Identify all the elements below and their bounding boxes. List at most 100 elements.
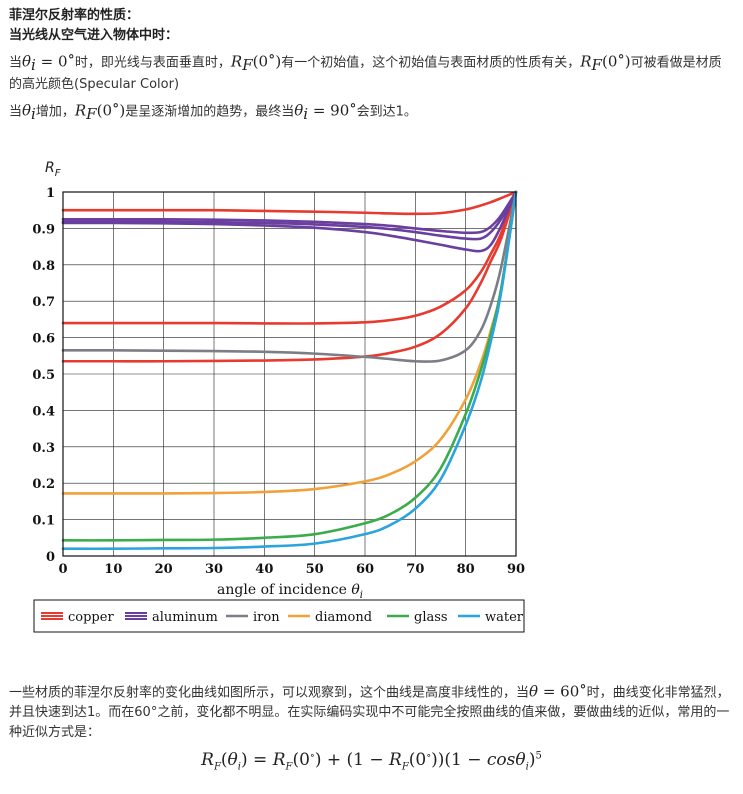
formula-R: R xyxy=(389,750,402,770)
intro-line2-c: 是呈逐渐增加的趋势，最终当 xyxy=(125,104,295,120)
series-lines xyxy=(61,190,518,551)
intro-line1-a: 当 xyxy=(9,55,23,71)
formula-arg: (0 xyxy=(408,750,427,770)
formula-R: R xyxy=(201,750,214,770)
formula-theta-sub: i xyxy=(525,761,529,773)
intro-section: 菲涅尔反射率的性质： 当光线从空气进入物体中时： 当θi = 0∘时，即光线与表… xyxy=(9,6,734,124)
intro-subtitle: 当光线从空气进入物体中时： xyxy=(9,28,179,43)
formula-arg: (0 xyxy=(292,750,310,770)
x-tick-label: 0 xyxy=(58,562,67,577)
fresnel-chart: RF 0 10 20 30 40 50 60 70 80 90 0 0.1 0.2 0.3 0.4 0.5 0.… xyxy=(32,160,525,633)
intro-line2-eq: = 90 xyxy=(308,101,350,120)
x-tick-label: 90 xyxy=(507,562,525,577)
series-line-copper xyxy=(61,190,518,325)
y-tick-label: 0.9 xyxy=(32,222,55,237)
degree-symbol: ∘ xyxy=(579,677,587,695)
theta-symbol: θ xyxy=(22,52,32,71)
series-line-iron xyxy=(61,190,518,363)
rf-symbol: R xyxy=(230,52,243,71)
grid xyxy=(62,191,517,557)
rf-degree: ∘ xyxy=(617,47,625,65)
intro-line2-a: 当 xyxy=(9,104,23,120)
x-tick-label: 20 xyxy=(155,562,173,577)
legend-label-aluminum: aluminum xyxy=(152,610,218,625)
theta-symbol: θ xyxy=(294,101,304,120)
formula-lhs-close: ) = xyxy=(241,750,273,770)
rf-close: ) xyxy=(624,52,631,71)
y-tick-label: 0 xyxy=(46,550,55,565)
rf-arg: (0 xyxy=(601,52,618,71)
intro-line-2: 当θi增加，RF(0∘)是呈逐渐增加的趋势，最终当θi = 90∘会到达1。 xyxy=(9,95,734,124)
formula-theta: θ xyxy=(227,750,238,770)
outro-text-a: 一些材质的菲涅尔反射率的变化曲线如图所示，可以观察到，这个曲线是高度非线性的，当 xyxy=(9,685,530,701)
intro-line1-b: 时，即光线与表面垂直时， xyxy=(74,55,231,71)
x-tick-label: 70 xyxy=(406,562,424,577)
series-line-copper xyxy=(61,190,518,216)
formula-theta: θ xyxy=(515,750,526,770)
series-line-aluminum xyxy=(61,190,518,235)
x-tick-label: 10 xyxy=(104,562,122,577)
rf-close: ) xyxy=(119,101,126,120)
theta-subscript: i xyxy=(303,104,309,123)
legend-label-iron: iron xyxy=(253,610,280,625)
series-line-aluminum xyxy=(61,190,518,241)
series-line-aluminum xyxy=(61,190,518,253)
legend-box xyxy=(33,599,525,633)
formula-r1-close: ) + (1 − xyxy=(314,750,389,770)
y-tick-label: 1 xyxy=(46,186,55,201)
rf-degree: ∘ xyxy=(268,47,276,65)
rf-arg: (0 xyxy=(96,101,112,120)
rf-subscript: F xyxy=(86,104,97,123)
outro-eq: = 60 xyxy=(538,682,580,701)
degree-symbol: ∘ xyxy=(349,95,357,114)
y-tick-label: 0.5 xyxy=(32,368,55,383)
tick-labels: 0 10 20 30 40 50 60 70 80 90 0 0.1 0.2 0.3 0.4 0.5 0.6 0.… xyxy=(32,186,525,577)
y-tick-label: 0.2 xyxy=(32,477,55,492)
x-tick-label: 60 xyxy=(356,562,374,577)
rf-degree: ∘ xyxy=(112,95,120,114)
legend-label-copper: copper xyxy=(68,610,114,625)
rf-symbol: R xyxy=(580,52,592,71)
y-tick-label: 0.8 xyxy=(32,259,55,274)
formula-deg: ∘ xyxy=(426,750,432,762)
rf-symbol: R xyxy=(74,101,87,120)
x-tick-label: 80 xyxy=(457,562,475,577)
x-tick-label: 40 xyxy=(255,562,273,577)
formula-sub: F xyxy=(401,761,409,773)
theta-symbol: θ xyxy=(529,682,539,701)
intro-line1-c: 有一个初始值，这个初始值与表面材质的性质有关， xyxy=(281,55,581,71)
schlick-formula: RF(θi) = RF(0∘) + (1 − RF(0∘))(1 − cosθi… xyxy=(0,750,743,772)
intro-title: 菲涅尔反射率的性质： xyxy=(9,8,140,23)
y-tick-label: 0.1 xyxy=(32,514,55,529)
outro-text-b: 时，曲线变化非常猛烈，并且快速到达1。而在60°之前，变化都不明显。在实际编码实… xyxy=(9,685,730,741)
formula-sub: F xyxy=(285,761,293,773)
outro-section: 一些材质的菲涅尔反射率的变化曲线如图所示，可以观察到，这个曲线是高度非线性的，当… xyxy=(9,676,734,743)
formula-exponent: 5 xyxy=(535,750,542,762)
series-line-copper xyxy=(61,190,518,363)
formula-r2-close: ))(1 − xyxy=(431,750,487,770)
formula-cos-close: ) xyxy=(528,750,536,770)
theta-subscript: i xyxy=(31,104,36,123)
rf-subscript: F xyxy=(591,55,602,74)
intro-line1-eq: = 0 xyxy=(35,52,68,71)
intro-line1-d: 可被看做是材质的高光颜色(Specular Color) xyxy=(9,55,722,92)
series-line-water xyxy=(61,190,518,551)
formula-open: ( xyxy=(220,750,228,770)
formula-deg: ∘ xyxy=(309,750,315,762)
y-tick-label: 0.6 xyxy=(32,332,55,347)
formula-R: R xyxy=(272,750,286,770)
legend: copper aluminum iron diamond glass water xyxy=(41,610,524,625)
y-axis-label: RF xyxy=(45,160,61,179)
y-tick-label: 0.4 xyxy=(32,404,55,419)
formula-sub: F xyxy=(213,761,221,773)
y-tick-label: 0.3 xyxy=(32,441,55,456)
series-line-glass xyxy=(61,190,518,542)
x-tick-label: 30 xyxy=(205,562,223,577)
x-axis-label: angle of incidence θi xyxy=(217,582,363,601)
y-tick-label: 0.7 xyxy=(32,295,55,310)
intro-line-1: 当θi = 0∘时，即光线与表面垂直时，RF(0∘)有一个初始值，这个初始值与表… xyxy=(9,46,734,95)
rf-arg: (0 xyxy=(252,52,269,71)
legend-label-diamond: diamond xyxy=(315,610,372,625)
formula-cos: cos xyxy=(486,750,516,770)
theta-symbol: θ xyxy=(22,101,32,120)
